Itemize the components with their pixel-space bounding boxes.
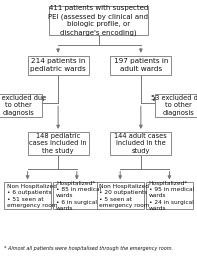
FancyBboxPatch shape <box>4 182 51 209</box>
Text: Non Hospitalized
• 6 outpatients
• 51 seen at
emergency room: Non Hospitalized • 6 outpatients • 51 se… <box>7 184 57 208</box>
FancyBboxPatch shape <box>97 182 144 209</box>
FancyBboxPatch shape <box>155 94 197 117</box>
Text: 214 patients in
pediatric wards: 214 patients in pediatric wards <box>30 58 86 72</box>
Text: Hospitalized*
• 95 in medical
wards
• 24 in surgical
wards: Hospitalized* • 95 in medical wards • 24… <box>149 180 194 211</box>
Text: Non Hospitalized
• 20 outpatients
• 5 seen at
emergency room: Non Hospitalized • 20 outpatients • 5 se… <box>99 184 150 208</box>
FancyBboxPatch shape <box>53 182 100 209</box>
FancyBboxPatch shape <box>0 94 42 117</box>
FancyBboxPatch shape <box>110 56 171 75</box>
Text: Hospitalized*
• 85 in medical
wards
• 6 in surgical
wards: Hospitalized* • 85 in medical wards • 6 … <box>56 180 101 211</box>
FancyBboxPatch shape <box>146 182 193 209</box>
FancyBboxPatch shape <box>28 132 89 155</box>
Text: 66 excluded due
to other
diagnosis: 66 excluded due to other diagnosis <box>0 95 46 116</box>
FancyBboxPatch shape <box>28 56 89 75</box>
Text: 411 patients with suspected
PEI (assessed by clinical and
biologic profile, or
d: 411 patients with suspected PEI (assesse… <box>48 5 149 36</box>
FancyBboxPatch shape <box>49 6 148 35</box>
Text: 148 pediatric
cases included in
the study: 148 pediatric cases included in the stud… <box>29 133 87 154</box>
Text: * Almost all patients were hospitalised through the emergency room.: * Almost all patients were hospitalised … <box>4 246 173 251</box>
Text: 53 excluded due
to other
diagnosis: 53 excluded due to other diagnosis <box>151 95 197 116</box>
Text: 144 adult cases
included in the
study: 144 adult cases included in the study <box>114 133 167 154</box>
FancyBboxPatch shape <box>110 132 171 155</box>
Text: 197 patients in
adult wards: 197 patients in adult wards <box>114 58 168 72</box>
